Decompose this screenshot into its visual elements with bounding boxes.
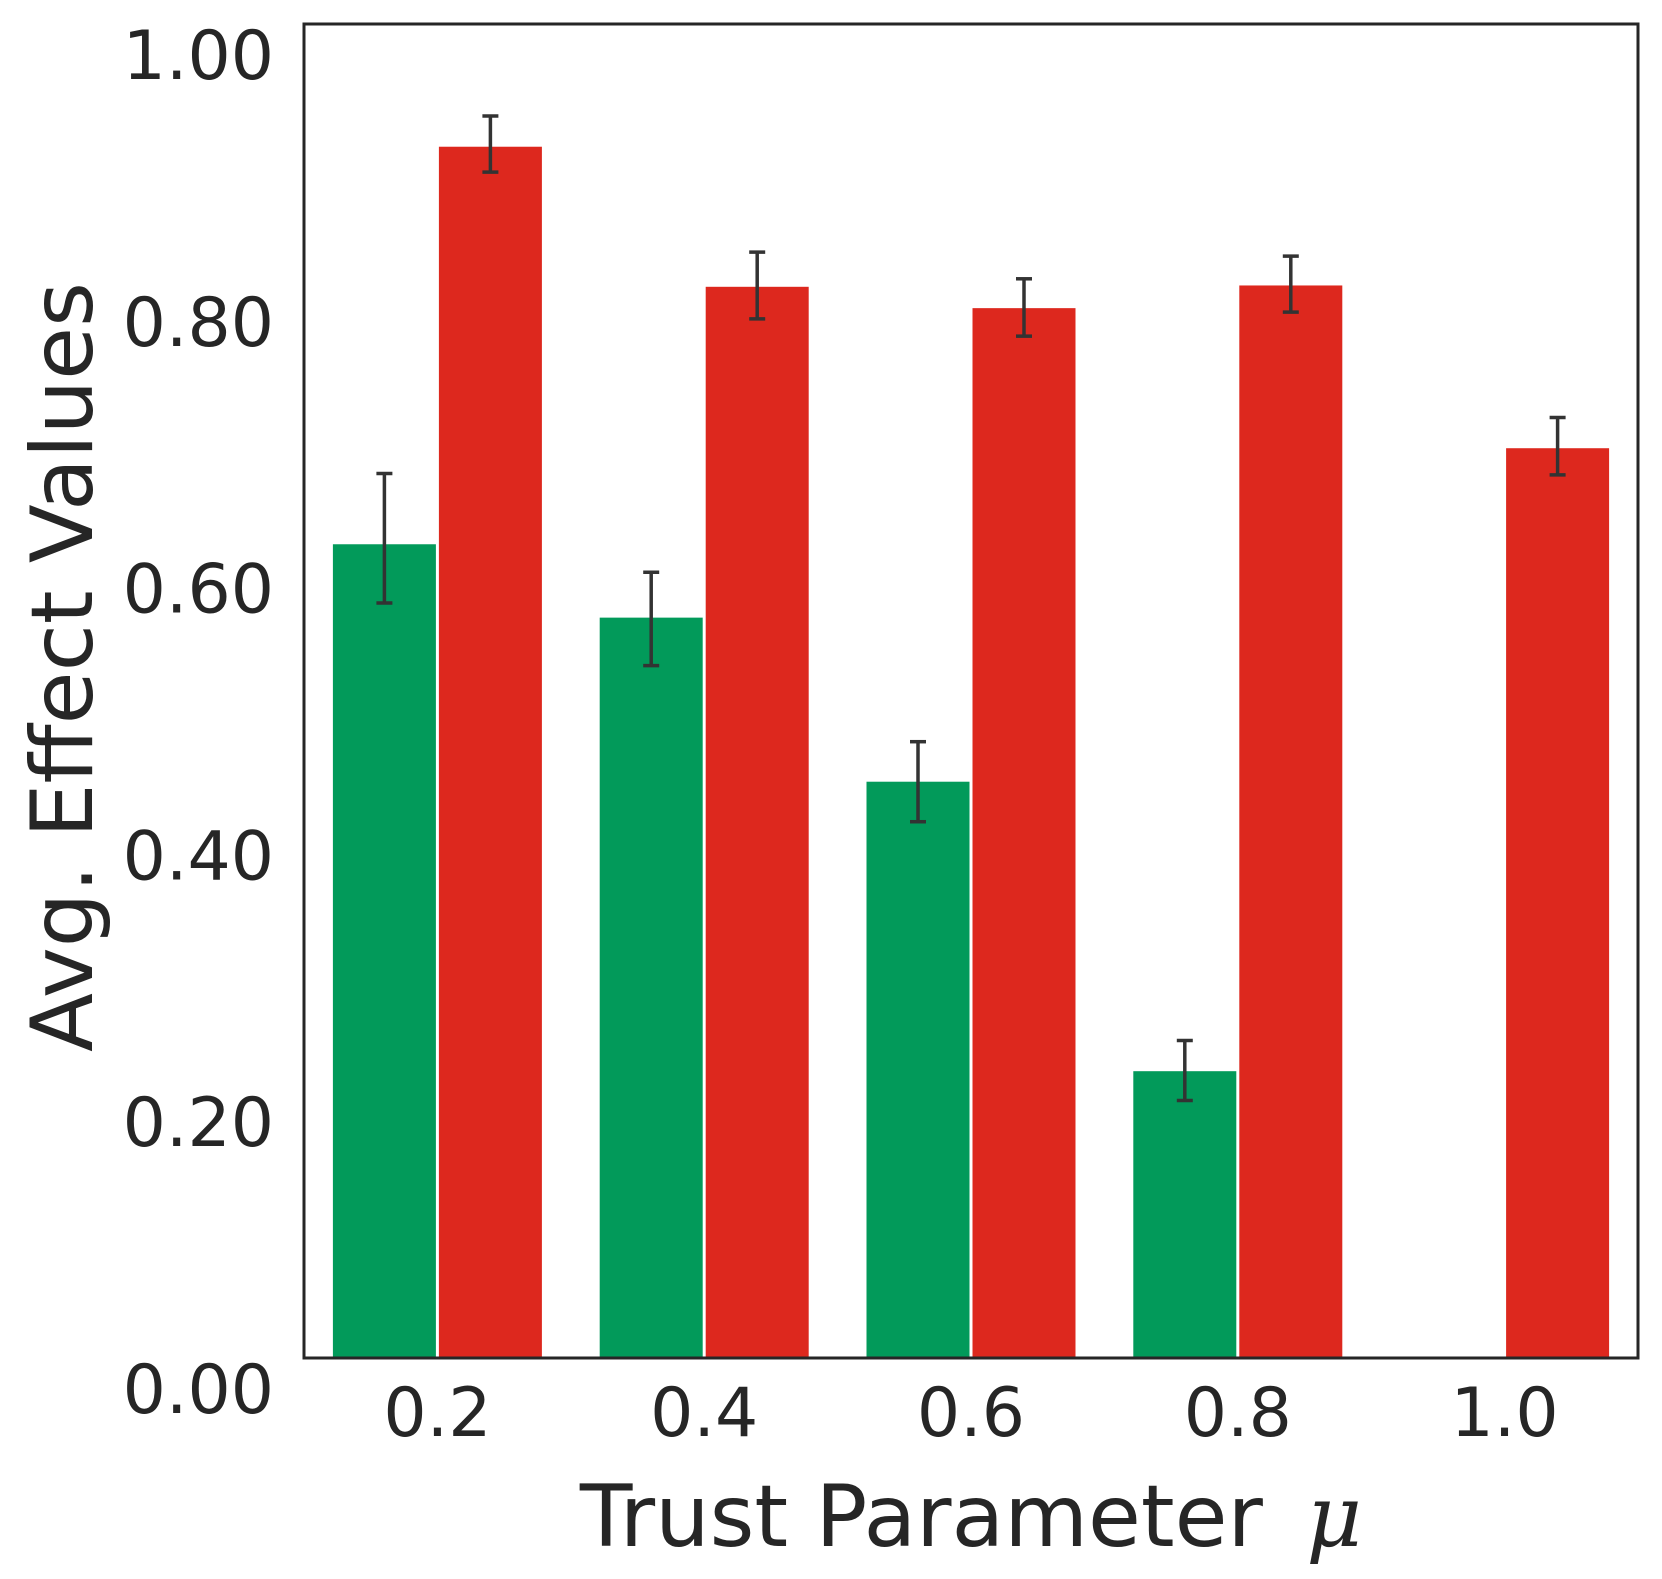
bars-layer [332, 146, 1610, 1359]
bar-series-2-0.4 [705, 286, 809, 1359]
error-bar-series-1-0.8 [1176, 1038, 1193, 1103]
error-bar-series-2-0.2 [482, 114, 499, 174]
bar-series-2-1.0 [1506, 448, 1610, 1358]
y-tick-label: 0.60 [123, 551, 274, 630]
x-axis-title: Trust Parameter μ [579, 1467, 1362, 1567]
x-tick-label: 0.2 [383, 1374, 491, 1453]
bar-series-1-0.6 [866, 781, 970, 1358]
x-tick-label: 1.0 [1451, 1374, 1559, 1453]
bar-series-1-0.2 [332, 544, 436, 1358]
x-tick-label: 0.4 [650, 1374, 758, 1453]
x-axis-title-symbol: μ [1306, 1467, 1362, 1567]
error-bar-series-2-1.0 [1549, 415, 1566, 477]
bar-series-2-0.8 [1239, 285, 1343, 1358]
x-tick-labels: 0.2 0.4 0.6 0.8 1.0 [383, 1374, 1558, 1453]
error-bar-series-1-0.4 [643, 570, 660, 668]
y-tick-label: 0.80 [123, 284, 274, 363]
bar-series-2-0.2 [438, 146, 542, 1358]
y-tick-label: 0.00 [123, 1351, 274, 1430]
bar-series-1-0.8 [1133, 1071, 1237, 1358]
error-bar-series-2-0.6 [1016, 277, 1032, 338]
y-axis-title: Avg. Effect Values [13, 282, 113, 1052]
error-bars-layer [376, 114, 1566, 1103]
y-tick-label: 0.20 [123, 1084, 274, 1163]
y-tick-label: 1.00 [123, 17, 274, 96]
y-tick-label: 0.40 [123, 817, 274, 896]
y-tick-labels: 0.00 0.20 0.40 0.60 0.80 1.00 [123, 17, 274, 1430]
error-bar-series-2-0.4 [749, 250, 766, 321]
bar-series-2-0.6 [972, 308, 1076, 1359]
plot-frame [302, 22, 1640, 1360]
error-bar-series-1-0.6 [910, 739, 926, 824]
error-bar-series-1-0.2 [376, 471, 393, 605]
x-axis-title-text: Trust Parameter [579, 1467, 1264, 1567]
x-tick-label: 0.6 [917, 1374, 1025, 1453]
error-bar-series-2-0.8 [1282, 254, 1299, 314]
bar-series-1-0.4 [599, 617, 703, 1358]
x-tick-label: 0.8 [1184, 1374, 1292, 1453]
